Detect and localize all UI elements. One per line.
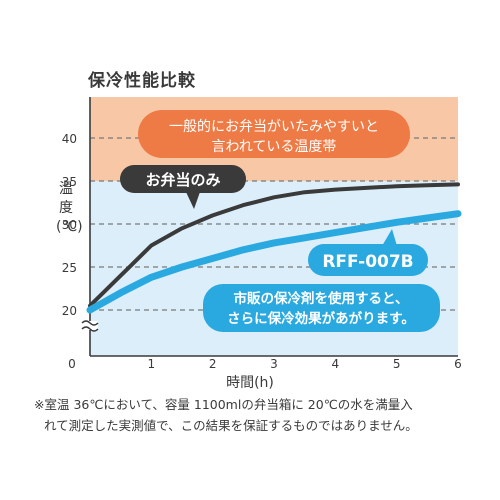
footnote-line-2: れて測定した実測値で、この結果を保証するものではありません。 xyxy=(44,418,418,433)
x-tick-label-6: 6 xyxy=(454,357,462,371)
axis-break-mark-top xyxy=(81,320,99,326)
bento-only-callout-bubble xyxy=(120,165,246,193)
x-tick-label-0: 0 xyxy=(68,357,76,371)
footnote-line-1: ※室温 36℃において、容量 1100mlの弁当箱に 20℃の水を満量入 xyxy=(34,397,413,412)
y-tick-label-20: 20 xyxy=(62,304,77,318)
x-tick-label-5: 5 xyxy=(393,357,401,371)
x-tick-label-1: 1 xyxy=(148,357,156,371)
series-line-rff-007b xyxy=(86,210,462,314)
x-axis-label: 時間(h) xyxy=(226,375,274,391)
tip-callout-line-2: さらに保冷効果があがります。 xyxy=(227,310,415,327)
chart-title: 保冷性能比較 xyxy=(88,71,196,91)
footnote: ※室温 36℃において、容量 1100mlの弁当箱に 20℃の水を満量入 れて測… xyxy=(34,394,484,436)
y-tick-label-25: 25 xyxy=(62,261,77,275)
x-tick-label-2: 2 xyxy=(209,357,217,371)
tip-callout-line-1: 市販の保冷剤を使用すると、 xyxy=(234,290,409,307)
x-tick-label-3: 3 xyxy=(270,357,278,371)
warm-zone-callout-line-2: 言われている温度帯 xyxy=(212,139,337,155)
warm-zone-callout-bubble xyxy=(138,110,410,158)
bento-only-callout-label: お弁当のみ xyxy=(145,171,220,189)
warm-zone-callout-line-1: 一般的にお弁当がいたみやすいと xyxy=(169,119,379,135)
bento-only-callout-pointer xyxy=(186,192,200,209)
product-callout-label: RFF-007B xyxy=(322,252,413,272)
axis-break-gap xyxy=(82,321,98,330)
axis-break-mark-bottom xyxy=(81,326,99,332)
series-line-bento-only xyxy=(88,182,460,308)
product-callout-bubble xyxy=(308,244,428,276)
y-tick-label-30: 30 xyxy=(62,218,77,232)
tip-callout-bubble xyxy=(203,284,440,332)
y-tick-label-35: 35 xyxy=(62,175,77,189)
y-axis-label: 温度(℃) xyxy=(56,181,83,235)
x-tick-label-4: 4 xyxy=(332,357,340,371)
y-tick-label-40: 40 xyxy=(62,132,77,146)
product-callout-pointer xyxy=(382,229,397,246)
